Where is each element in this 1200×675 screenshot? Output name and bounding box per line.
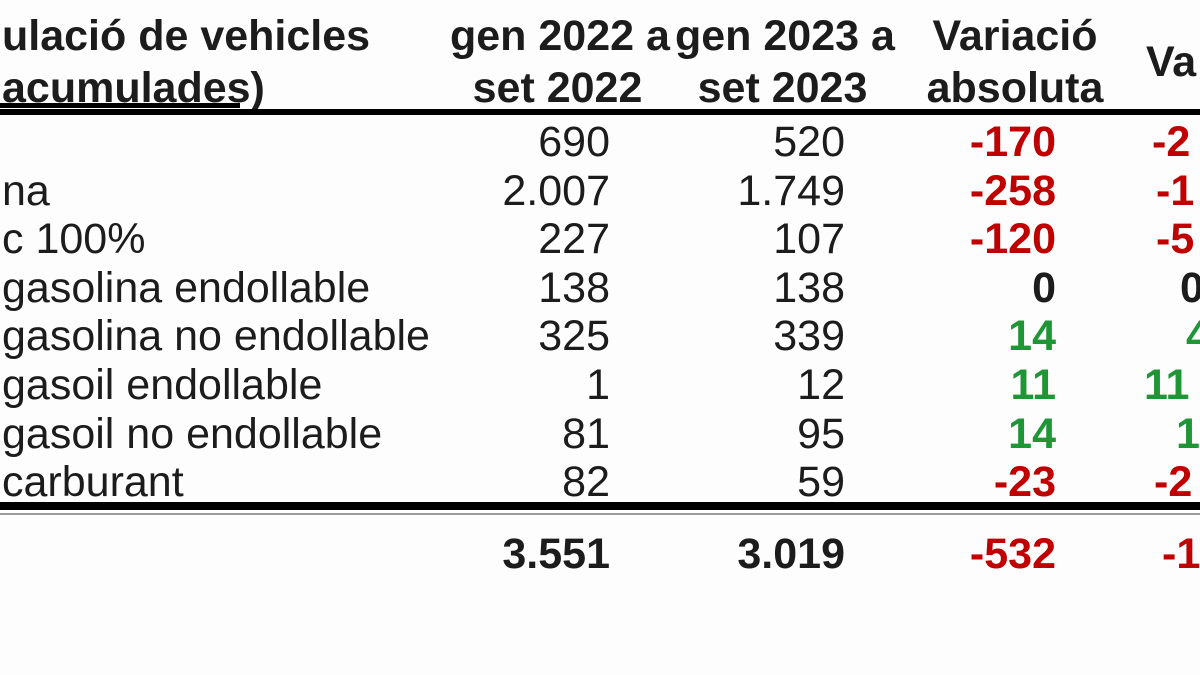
- cell-2023: 59: [797, 458, 845, 506]
- column-header-variacio-line2: absoluta: [926, 64, 1104, 112]
- cell-variacio-absoluta: 14: [1008, 312, 1056, 360]
- cell-2023: 1.749: [737, 167, 845, 215]
- cell-variacio-absoluta: 14: [1008, 410, 1056, 458]
- row-label: gasolina no endollable: [2, 312, 430, 360]
- cell-2022: 82: [562, 458, 610, 506]
- table-total-row: 3.551 3.019 -532 -1: [0, 530, 1200, 582]
- total-2023: 3.019: [737, 530, 845, 578]
- column-header-variacio-line1: Variació: [932, 12, 1098, 60]
- table-row: gasoil endollable 1 12 11 11: [0, 361, 1200, 410]
- cell-2023: 107: [773, 215, 845, 263]
- column-header-2023-line2: set 2023: [697, 64, 868, 112]
- table-title-line2: acumulades): [2, 64, 265, 112]
- table-row: carburant 82 59 -23 -2: [0, 458, 1200, 507]
- cell-variacio-absoluta: -258: [969, 167, 1056, 215]
- cell-2022: 2.007: [502, 167, 610, 215]
- header-bottom-border: [0, 109, 1200, 115]
- cell-2022: 690: [538, 118, 610, 166]
- cell-variacio-absoluta: 11: [1010, 361, 1056, 409]
- total-separator-thick: [0, 502, 1200, 510]
- cell-2023: 138: [773, 264, 845, 312]
- table-title-line1: ulació de vehicles: [2, 12, 371, 60]
- cell-2022: 1: [586, 361, 610, 409]
- cell-variacio-relativa-fragment: 4: [1186, 312, 1200, 360]
- cell-variacio-relativa-fragment: 1: [1176, 410, 1200, 458]
- row-label: na: [2, 167, 50, 215]
- cell-2023: 95: [797, 410, 845, 458]
- cell-2022: 81: [562, 410, 610, 458]
- table-row: c 100% 227 107 -120 -5: [0, 215, 1200, 264]
- cell-variacio-absoluta: -120: [969, 215, 1056, 263]
- cell-variacio-relativa-fragment: -1: [1156, 167, 1195, 215]
- total-variacio-relativa-fragment: -1: [1162, 530, 1200, 578]
- table-row: gasolina endollable 138 138 0 0: [0, 264, 1200, 313]
- row-label: gasoil endollable: [2, 361, 323, 409]
- title-underline: [0, 103, 240, 108]
- cell-2023: 339: [773, 312, 845, 360]
- cell-variacio-relativa-fragment: -2: [1154, 458, 1193, 506]
- total-separator-thin: [0, 513, 1200, 515]
- cell-2022: 138: [538, 264, 610, 312]
- cell-variacio-relativa-fragment: -2: [1152, 118, 1191, 166]
- table-row: 690 520 -170 -2: [0, 118, 1200, 167]
- cell-variacio-absoluta: -170: [969, 118, 1056, 166]
- row-label: carburant: [2, 458, 184, 506]
- cell-2023: 520: [773, 118, 845, 166]
- cell-variacio-relativa-fragment: 0: [1180, 264, 1200, 312]
- total-2022: 3.551: [502, 530, 610, 578]
- cell-variacio-relativa-fragment: -5: [1156, 215, 1195, 263]
- column-header-2023-line1: gen 2023 a: [675, 12, 895, 60]
- table-row: gasoil no endollable 81 95 14 1: [0, 410, 1200, 459]
- table-row: gasolina no endollable 325 339 14 4: [0, 312, 1200, 361]
- row-label: gasoil no endollable: [2, 410, 383, 458]
- cell-2022: 325: [538, 312, 610, 360]
- cell-variacio-absoluta: 0: [1032, 264, 1056, 312]
- cell-variacio-relativa-fragment: 11: [1144, 361, 1190, 409]
- column-header-2022-line2: set 2022: [472, 64, 643, 112]
- cell-2022: 227: [538, 215, 610, 263]
- cell-2023: 12: [797, 361, 845, 409]
- cell-variacio-absoluta: -23: [993, 458, 1056, 506]
- column-header-variacio-relativa-fragment: Va: [1146, 38, 1197, 86]
- row-label: gasolina endollable: [2, 264, 371, 312]
- total-variacio-absoluta: -532: [969, 530, 1056, 578]
- row-label: c 100%: [2, 215, 146, 263]
- column-header-2022-line1: gen 2022 a: [450, 12, 670, 60]
- table-row: na 2.007 1.749 -258 -1: [0, 167, 1200, 216]
